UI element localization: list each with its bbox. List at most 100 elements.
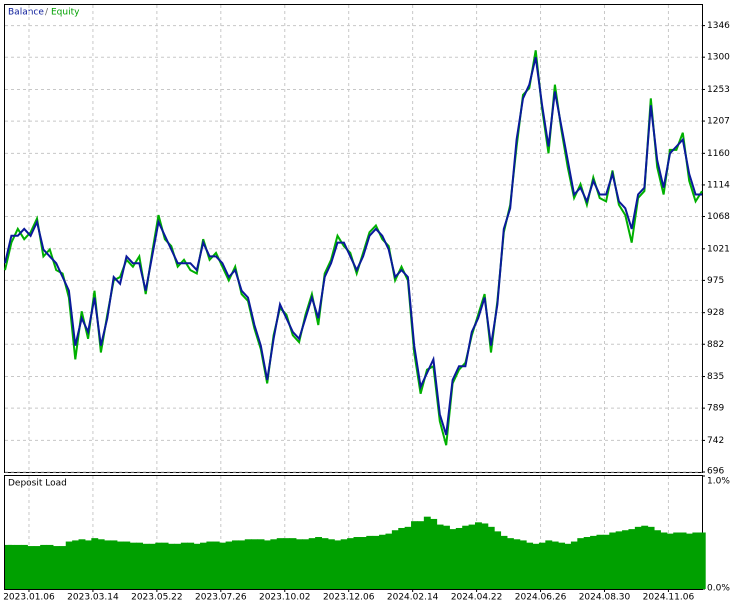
area-bar bbox=[449, 529, 457, 589]
area-bar bbox=[263, 540, 271, 589]
area-bar bbox=[334, 540, 342, 589]
area-bar bbox=[244, 539, 252, 589]
area-bar bbox=[129, 542, 137, 589]
area-bar bbox=[436, 524, 444, 589]
area-bar bbox=[180, 542, 188, 589]
legend-separator: / bbox=[45, 8, 49, 18]
area-bar bbox=[161, 542, 169, 589]
area-bar bbox=[622, 530, 629, 589]
area-bar bbox=[391, 530, 399, 589]
area-bar bbox=[673, 532, 681, 589]
area-bar bbox=[20, 544, 28, 589]
area-bar bbox=[551, 541, 559, 589]
area-bar bbox=[602, 534, 610, 589]
area-bar bbox=[468, 524, 476, 589]
area-bar bbox=[679, 532, 687, 589]
area-bar bbox=[142, 543, 150, 589]
area-bar bbox=[347, 538, 354, 589]
area-bar bbox=[577, 538, 585, 589]
area-bar bbox=[225, 541, 233, 589]
area-bar bbox=[187, 542, 195, 589]
area-bar bbox=[666, 533, 674, 589]
area-bar bbox=[168, 543, 175, 589]
area-bar bbox=[270, 539, 278, 589]
area-bar bbox=[634, 526, 642, 589]
y-tick-label: 1207 bbox=[707, 117, 730, 127]
area-bar bbox=[430, 518, 438, 589]
area-bar bbox=[686, 533, 693, 589]
area-bar bbox=[462, 525, 470, 589]
x-tick-label: 2023.03.14 bbox=[67, 593, 119, 603]
area-bar bbox=[116, 541, 124, 589]
x-tick-label: 2023.10.02 bbox=[259, 593, 311, 603]
area-bar bbox=[84, 540, 92, 589]
area-bar bbox=[238, 540, 246, 589]
area-bar bbox=[46, 544, 54, 589]
area-bar bbox=[148, 543, 156, 589]
area-bar bbox=[513, 539, 521, 589]
y-tick-label: 882 bbox=[707, 340, 724, 350]
x-tick-label: 2023.01.06 bbox=[3, 593, 55, 603]
x-tick-label: 2024.11.06 bbox=[643, 593, 695, 603]
area-bar bbox=[481, 523, 489, 589]
area-bar bbox=[500, 535, 508, 589]
y-tick-label: 975 bbox=[707, 276, 724, 286]
area-bar bbox=[302, 539, 310, 589]
x-tick-label: 2024.04.22 bbox=[451, 593, 503, 603]
panel-title: Deposit Load bbox=[8, 479, 67, 489]
y-tick-label: 1.0% bbox=[707, 477, 730, 487]
area-bar bbox=[212, 541, 220, 589]
area-bar bbox=[104, 540, 112, 589]
x-tick-label: 2024.06.26 bbox=[515, 593, 567, 603]
area-bar bbox=[136, 542, 143, 589]
area-bar bbox=[366, 535, 374, 589]
area-bar bbox=[474, 522, 482, 589]
area-bar bbox=[8, 544, 16, 589]
x-tick-label: 2024.08.30 bbox=[579, 593, 631, 603]
series-line bbox=[4, 56, 702, 436]
area-bar bbox=[411, 521, 418, 589]
area-bar bbox=[200, 542, 207, 589]
area-bar bbox=[564, 543, 572, 589]
area-bar bbox=[340, 539, 348, 589]
legend-balance: Balance bbox=[8, 8, 44, 18]
area-bar bbox=[72, 540, 80, 589]
y-tick-label: 742 bbox=[707, 436, 724, 446]
area-bar bbox=[283, 538, 291, 589]
area-bar bbox=[276, 538, 284, 589]
area-bar bbox=[27, 546, 35, 589]
area-bar bbox=[583, 537, 591, 589]
area-bar bbox=[110, 540, 118, 589]
area-bar bbox=[155, 542, 163, 589]
area-bar bbox=[641, 525, 649, 589]
area-bar bbox=[570, 541, 578, 589]
y-tick-label: 0.0% bbox=[707, 584, 730, 594]
area-bar bbox=[251, 539, 259, 589]
area-bar bbox=[174, 543, 182, 589]
area-bar bbox=[545, 540, 553, 589]
area-bar bbox=[660, 532, 668, 589]
y-tick-label: 928 bbox=[707, 308, 724, 318]
area-bar bbox=[538, 542, 546, 589]
area-bar bbox=[52, 546, 60, 589]
area-bar bbox=[33, 546, 41, 589]
area-bar bbox=[423, 516, 431, 589]
area-bar bbox=[385, 533, 393, 589]
area-bar bbox=[494, 531, 502, 589]
area-bar bbox=[289, 538, 297, 589]
area-bar bbox=[654, 530, 661, 589]
area-bar bbox=[615, 531, 623, 589]
area-bar bbox=[590, 535, 597, 589]
area-bar bbox=[519, 540, 527, 589]
x-tick-label: 2023.05.22 bbox=[131, 593, 183, 603]
area-bar bbox=[295, 539, 303, 589]
area-bar bbox=[91, 538, 99, 589]
area-bar bbox=[193, 543, 201, 589]
area-bar bbox=[404, 526, 412, 589]
area-bar bbox=[59, 546, 67, 589]
area-bar bbox=[206, 541, 214, 589]
area-bar bbox=[78, 539, 86, 589]
area-bar bbox=[327, 539, 335, 589]
